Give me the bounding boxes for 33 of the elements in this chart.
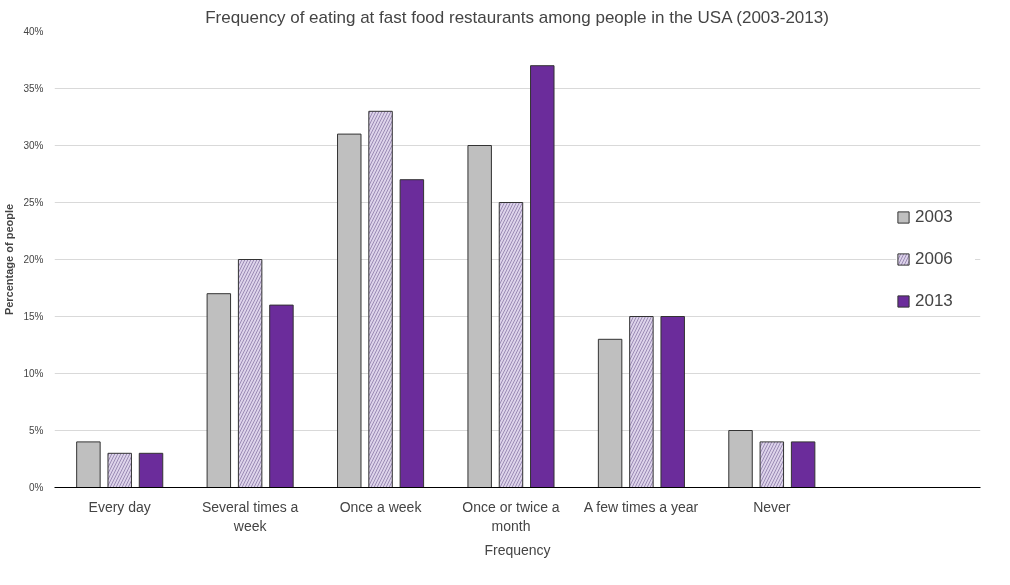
y-tick-label: 15% (23, 311, 44, 322)
legend-label: 2006 (915, 249, 954, 269)
x-axis-title: Frequency (484, 541, 551, 558)
y-axis-title: Percentage of people (3, 203, 16, 316)
bar (138, 452, 164, 488)
x-tick-label: Every day (88, 498, 151, 515)
bar (467, 145, 492, 488)
y-tick-label: 10% (23, 368, 44, 379)
legend-label: 2003 (915, 207, 954, 227)
y-tick-label: 40% (23, 26, 44, 37)
bar (206, 293, 232, 488)
y-tick-label: 0% (29, 482, 44, 493)
y-tick-label: 30% (23, 140, 44, 151)
chart-title: Frequency of eating at fast food restaurants among people in the USA (2003-2013) (205, 7, 829, 27)
y-tick-label: 5% (29, 425, 44, 436)
y-tick-label: 35% (23, 83, 44, 94)
bar (728, 430, 753, 488)
y-tick-label: 25% (23, 197, 44, 208)
bar (597, 338, 623, 488)
bar (269, 304, 294, 488)
legend-label: 2013 (915, 291, 954, 311)
bar (660, 316, 685, 488)
x-tick-label: Once or twice a month (462, 498, 560, 534)
x-tick-label: Once a week (339, 498, 423, 515)
bar (790, 441, 816, 488)
x-tick-label: A few times a year (583, 498, 699, 515)
x-tick-label: Never (753, 498, 791, 515)
bar (399, 179, 425, 488)
bar (530, 65, 555, 488)
bar (76, 441, 101, 488)
x-tick-label: Several times a week (201, 498, 299, 534)
y-tick-label: 20% (23, 254, 44, 265)
bar (337, 133, 362, 488)
